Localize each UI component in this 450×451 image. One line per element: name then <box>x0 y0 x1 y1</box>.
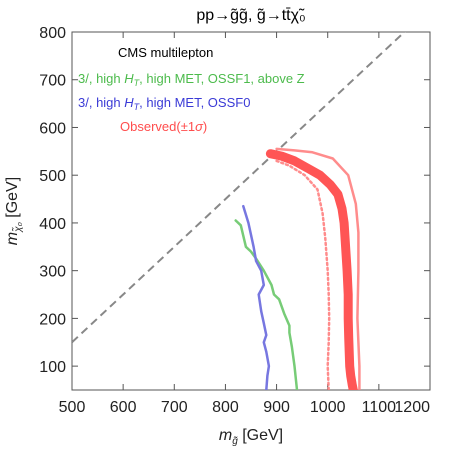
y-axis-title: mχ̃₀ [GeV] <box>4 177 24 245</box>
y-tick-label: 400 <box>39 216 66 233</box>
series-line-observed <box>265 149 358 390</box>
series-line-blue <box>242 204 271 390</box>
kinematic-diagonal-line <box>72 32 406 343</box>
legend-header: CMS multilepton <box>118 45 213 60</box>
x-tick-label: 700 <box>161 399 188 416</box>
x-tick-label: 1100 <box>362 399 397 416</box>
legend-entry-blue: 3/, high HT, high MET, OSSF0 <box>78 95 250 112</box>
series-line-observed-plus <box>275 147 361 390</box>
y-tick-label: 700 <box>39 73 66 90</box>
x-tick-label: 1200 <box>394 399 430 416</box>
legend: CMS multilepton 3/, high HT, high MET, O… <box>78 45 305 134</box>
y-tick-label: 200 <box>39 311 66 328</box>
y-tick-label: 800 <box>39 25 66 42</box>
chart-title: pp→g̃g̃, g̃→tt̄χ̃₀ <box>196 7 305 24</box>
y-tick-label: 500 <box>39 168 66 185</box>
series-line-observed-minus <box>275 159 331 390</box>
x-tick-label: 800 <box>212 399 239 416</box>
series-layer <box>234 147 361 390</box>
y-tick-label: 600 <box>39 120 66 137</box>
y-tick-label: 300 <box>39 264 66 281</box>
legend-entry-observed: Observed(±1σ) <box>120 119 207 134</box>
x-axis-title: mg̃ [GeV] <box>219 427 283 447</box>
legend-entry-green: 3/, high HT, high MET, OSSF1, above Z <box>78 71 305 88</box>
x-tick-label: 500 <box>59 399 86 416</box>
x-tick-label: 900 <box>263 399 290 416</box>
x-tick-label: 1000 <box>310 399 346 416</box>
series-line-green <box>234 219 299 390</box>
y-tick-label: 100 <box>39 359 66 376</box>
plot-frame <box>71 31 431 391</box>
x-tick-label: 600 <box>110 399 137 416</box>
